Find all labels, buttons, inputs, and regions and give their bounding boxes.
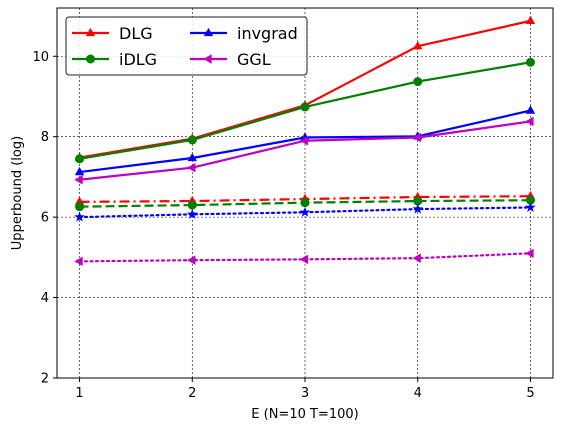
y-tick-label: 6 <box>41 211 49 226</box>
data-point <box>413 41 423 50</box>
legend-marker <box>86 54 95 64</box>
data-point <box>525 248 534 259</box>
data-point <box>525 195 535 205</box>
data-point <box>187 200 197 210</box>
data-point <box>74 211 85 222</box>
data-point <box>525 201 536 213</box>
legend-item: GGL <box>190 50 271 69</box>
data-point <box>187 152 197 162</box>
legend-box <box>65 16 308 76</box>
data-point <box>413 77 423 87</box>
data-point <box>525 15 536 25</box>
series-6 <box>74 201 536 222</box>
data-point <box>74 256 83 267</box>
data-point <box>525 105 536 114</box>
y-axis-label: Upperbound (log) <box>10 136 25 250</box>
legend-label: DLG <box>119 24 153 43</box>
data-point <box>413 196 423 206</box>
tick-layer: 1 2 3 4 5 2 4 6 8 10 <box>32 50 534 401</box>
data-point <box>186 208 198 219</box>
data-point <box>299 254 309 265</box>
series-1 <box>75 57 535 164</box>
data-point <box>74 166 85 176</box>
x-tick-label: 2 <box>188 386 196 401</box>
legend-item: invgrad <box>190 24 298 43</box>
series-line <box>79 120 531 181</box>
data-point <box>412 203 424 214</box>
legend-marker <box>203 54 212 64</box>
data-point <box>525 57 535 67</box>
x-tick-label: 5 <box>526 386 534 401</box>
data-point <box>300 102 310 112</box>
legend: DLG iDLG invgrad GGL <box>65 16 308 76</box>
data-point <box>412 253 421 263</box>
data-point <box>412 132 421 143</box>
y-tick-label: 4 <box>41 291 49 306</box>
x-tick-label: 4 <box>414 386 422 401</box>
legend-marker <box>85 27 96 37</box>
data-point <box>74 175 83 185</box>
data-point <box>75 154 85 164</box>
series-7 <box>74 248 534 267</box>
data-point <box>525 116 534 127</box>
x-axis-label: E (N=10 T=100) <box>251 407 358 422</box>
data-point <box>75 202 85 212</box>
legend-label: invgrad <box>237 24 298 43</box>
data-point <box>300 198 310 208</box>
legend-item: DLG <box>72 24 153 43</box>
series-layer <box>74 15 536 267</box>
data-point <box>299 135 309 146</box>
series-2 <box>74 105 536 176</box>
x-tick-label: 1 <box>75 386 83 401</box>
data-point <box>187 255 196 265</box>
data-point <box>187 162 196 173</box>
series-5 <box>75 195 535 212</box>
x-tick-label: 3 <box>301 386 309 401</box>
data-point <box>299 206 311 217</box>
legend-item: iDLG <box>72 50 157 69</box>
legend-label: iDLG <box>119 50 157 69</box>
legend-label: GGL <box>237 50 271 69</box>
data-point <box>187 135 197 145</box>
y-tick-label: 8 <box>41 130 49 145</box>
y-tick-label: 2 <box>41 372 49 387</box>
legend-marker <box>203 27 214 37</box>
series-3 <box>74 116 534 185</box>
y-tick-label: 10 <box>32 50 49 65</box>
